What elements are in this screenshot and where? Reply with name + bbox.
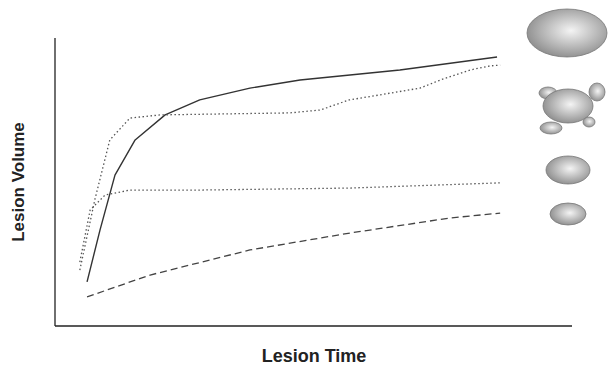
lesion-shape	[527, 9, 607, 57]
lesion-shape	[589, 83, 605, 101]
lesion-shape	[583, 117, 595, 127]
series-line	[80, 65, 500, 270]
x-axis-label: Lesion Time	[262, 346, 367, 366]
y-axis-label: Lesion Volume	[9, 122, 28, 242]
series-line	[80, 183, 500, 262]
lesion-shape	[550, 203, 586, 225]
chart: Lesion Time Lesion Volume	[0, 0, 608, 369]
lesion-shape	[540, 122, 562, 134]
lesion-shape	[546, 156, 590, 184]
series-line	[87, 213, 500, 297]
series-group	[80, 57, 500, 297]
x-axis	[55, 325, 572, 326]
series-line	[87, 57, 497, 282]
y-axis	[54, 38, 55, 326]
lesion-icons	[527, 9, 607, 225]
